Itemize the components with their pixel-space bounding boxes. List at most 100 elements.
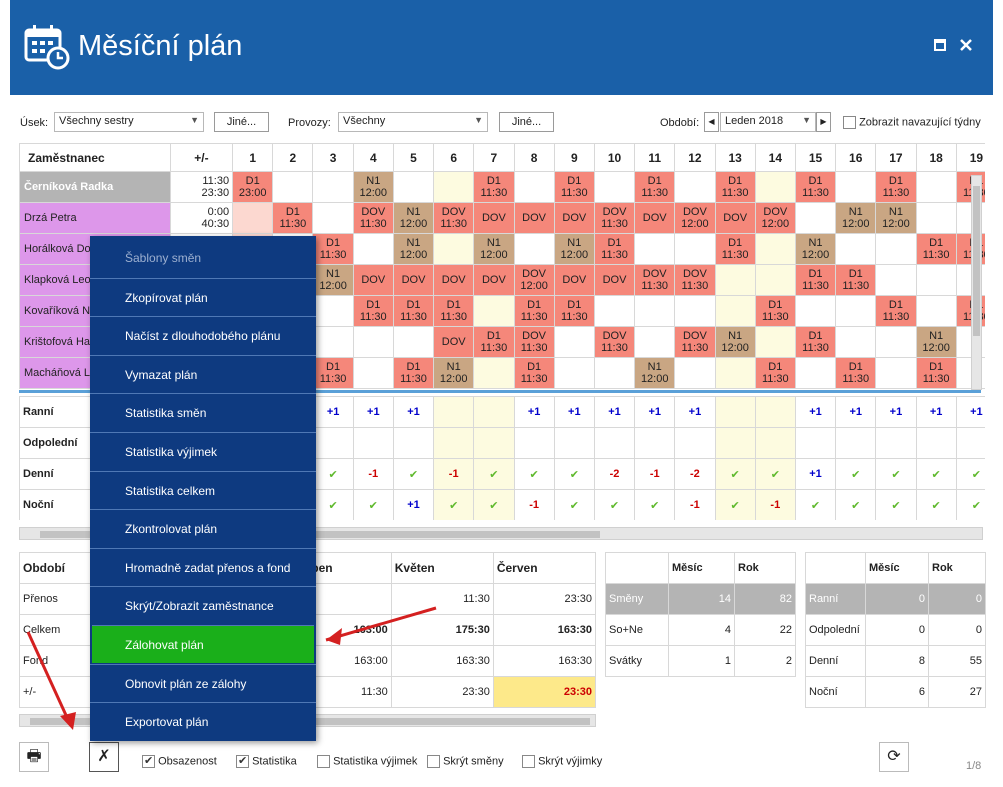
next-period-button[interactable]: ▶ [816,112,831,132]
menu-item[interactable]: Načíst z dlouhodobého plánu [90,316,316,354]
shift-cell[interactable]: DOV 12:00 [754,202,796,234]
menu-item[interactable]: Zálohovat plán [92,625,314,663]
day-header[interactable]: 16 [835,143,877,172]
shift-cell[interactable] [473,357,515,389]
shift-cell[interactable] [754,171,796,203]
shift-cell[interactable]: DOV [352,264,394,296]
shift-cell[interactable]: DOV [433,326,475,358]
shift-cell[interactable] [875,357,917,389]
day-header[interactable]: 17 [875,143,917,172]
shift-cell[interactable] [312,171,354,203]
shift-cell[interactable] [392,326,435,358]
shift-cell[interactable]: DOV 11:30 [593,202,636,234]
menu-item[interactable]: Skrýt/Zobrazit zaměstnance [90,586,316,624]
employee-name[interactable]: Černíková Radka [19,171,171,203]
close-icon[interactable] [960,38,974,52]
shift-cell[interactable]: DOV 11:30 [634,264,676,296]
day-header[interactable]: 15 [794,143,837,172]
shift-cell[interactable] [593,295,636,327]
day-header[interactable]: 10 [593,143,636,172]
shift-cell[interactable]: DOV [433,264,475,296]
shift-cell[interactable]: DOV [553,202,595,234]
navazujici-checkbox[interactable]: Zobrazit navazující týdny [843,116,981,129]
menu-item[interactable]: Statistika celkem [90,470,316,509]
day-header[interactable]: 4 [352,143,394,172]
shift-cell[interactable] [835,233,877,265]
menu-item[interactable]: Obnovit plán ze zálohy [90,663,316,702]
shift-cell[interactable] [513,171,555,203]
shift-cell[interactable]: DOV [593,264,636,296]
shift-cell[interactable] [433,171,475,203]
shift-cell[interactable]: N1 12:00 [875,202,917,234]
shift-cell[interactable]: DOV [634,202,676,234]
shift-cell[interactable] [915,202,957,234]
maximize-icon[interactable] [934,38,948,52]
shift-cell[interactable] [272,171,314,203]
shift-cell[interactable]: N1 12:00 [915,326,957,358]
obdobi-select[interactable]: Leden 2018 ▼ [720,112,816,132]
shift-cell[interactable] [674,171,716,203]
day-header[interactable]: 2 [272,143,314,172]
shift-cell[interactable]: N1 12:00 [433,357,475,389]
shift-cell[interactable]: N1 12:00 [794,233,837,265]
shift-cell[interactable] [794,202,837,234]
shift-cell[interactable]: DOV [553,264,595,296]
menu-item[interactable]: Statistika výjimek [90,432,316,470]
shift-cell[interactable] [714,357,756,389]
shift-cell[interactable] [473,295,515,327]
menu-item[interactable]: Zkopírovat plán [90,277,316,316]
shift-cell[interactable] [915,264,957,296]
shift-cell[interactable]: DOV 12:00 [513,264,555,296]
day-header[interactable]: 12 [674,143,716,172]
shift-cell[interactable] [714,264,756,296]
day-header[interactable]: 9 [553,143,595,172]
shift-cell[interactable] [593,357,636,389]
shift-cell[interactable] [593,171,636,203]
shift-cell[interactable]: DOV [473,202,515,234]
shift-cell[interactable]: DOV [473,264,515,296]
shift-cell[interactable] [634,326,676,358]
obsazenost-checkbox[interactable]: Obsazenost [142,754,217,768]
shift-cell[interactable] [352,233,394,265]
shift-cell[interactable] [553,357,595,389]
shift-cell[interactable] [634,233,676,265]
skryt-smeny-checkbox[interactable]: Skrýt směny [427,755,504,768]
shift-cell[interactable]: N1 12:00 [392,202,435,234]
shift-cell[interactable] [714,295,756,327]
shift-cell[interactable]: DOV [392,264,435,296]
shift-cell[interactable] [875,233,917,265]
shift-cell[interactable]: D1 23:00 [232,171,274,203]
day-header[interactable]: 8 [513,143,555,172]
shift-cell[interactable] [674,233,716,265]
shift-cell[interactable]: N1 12:00 [714,326,756,358]
shift-cell[interactable]: N1 12:00 [312,264,354,296]
shift-cell[interactable]: DOV 11:30 [352,202,394,234]
shift-cell[interactable] [513,233,555,265]
shift-cell[interactable] [754,326,796,358]
shift-cell[interactable] [634,295,676,327]
day-header[interactable]: 6 [433,143,475,172]
shift-cell[interactable] [312,295,354,327]
day-header[interactable]: 7 [473,143,515,172]
shift-cell[interactable] [392,171,435,203]
provozy-other-button[interactable]: Jiné... [499,112,554,132]
shift-cell[interactable] [232,202,274,234]
menu-item[interactable]: Exportovat plán [90,702,316,740]
usek-other-button[interactable]: Jiné... [214,112,269,132]
tools-button[interactable]: ✗ [89,742,119,772]
